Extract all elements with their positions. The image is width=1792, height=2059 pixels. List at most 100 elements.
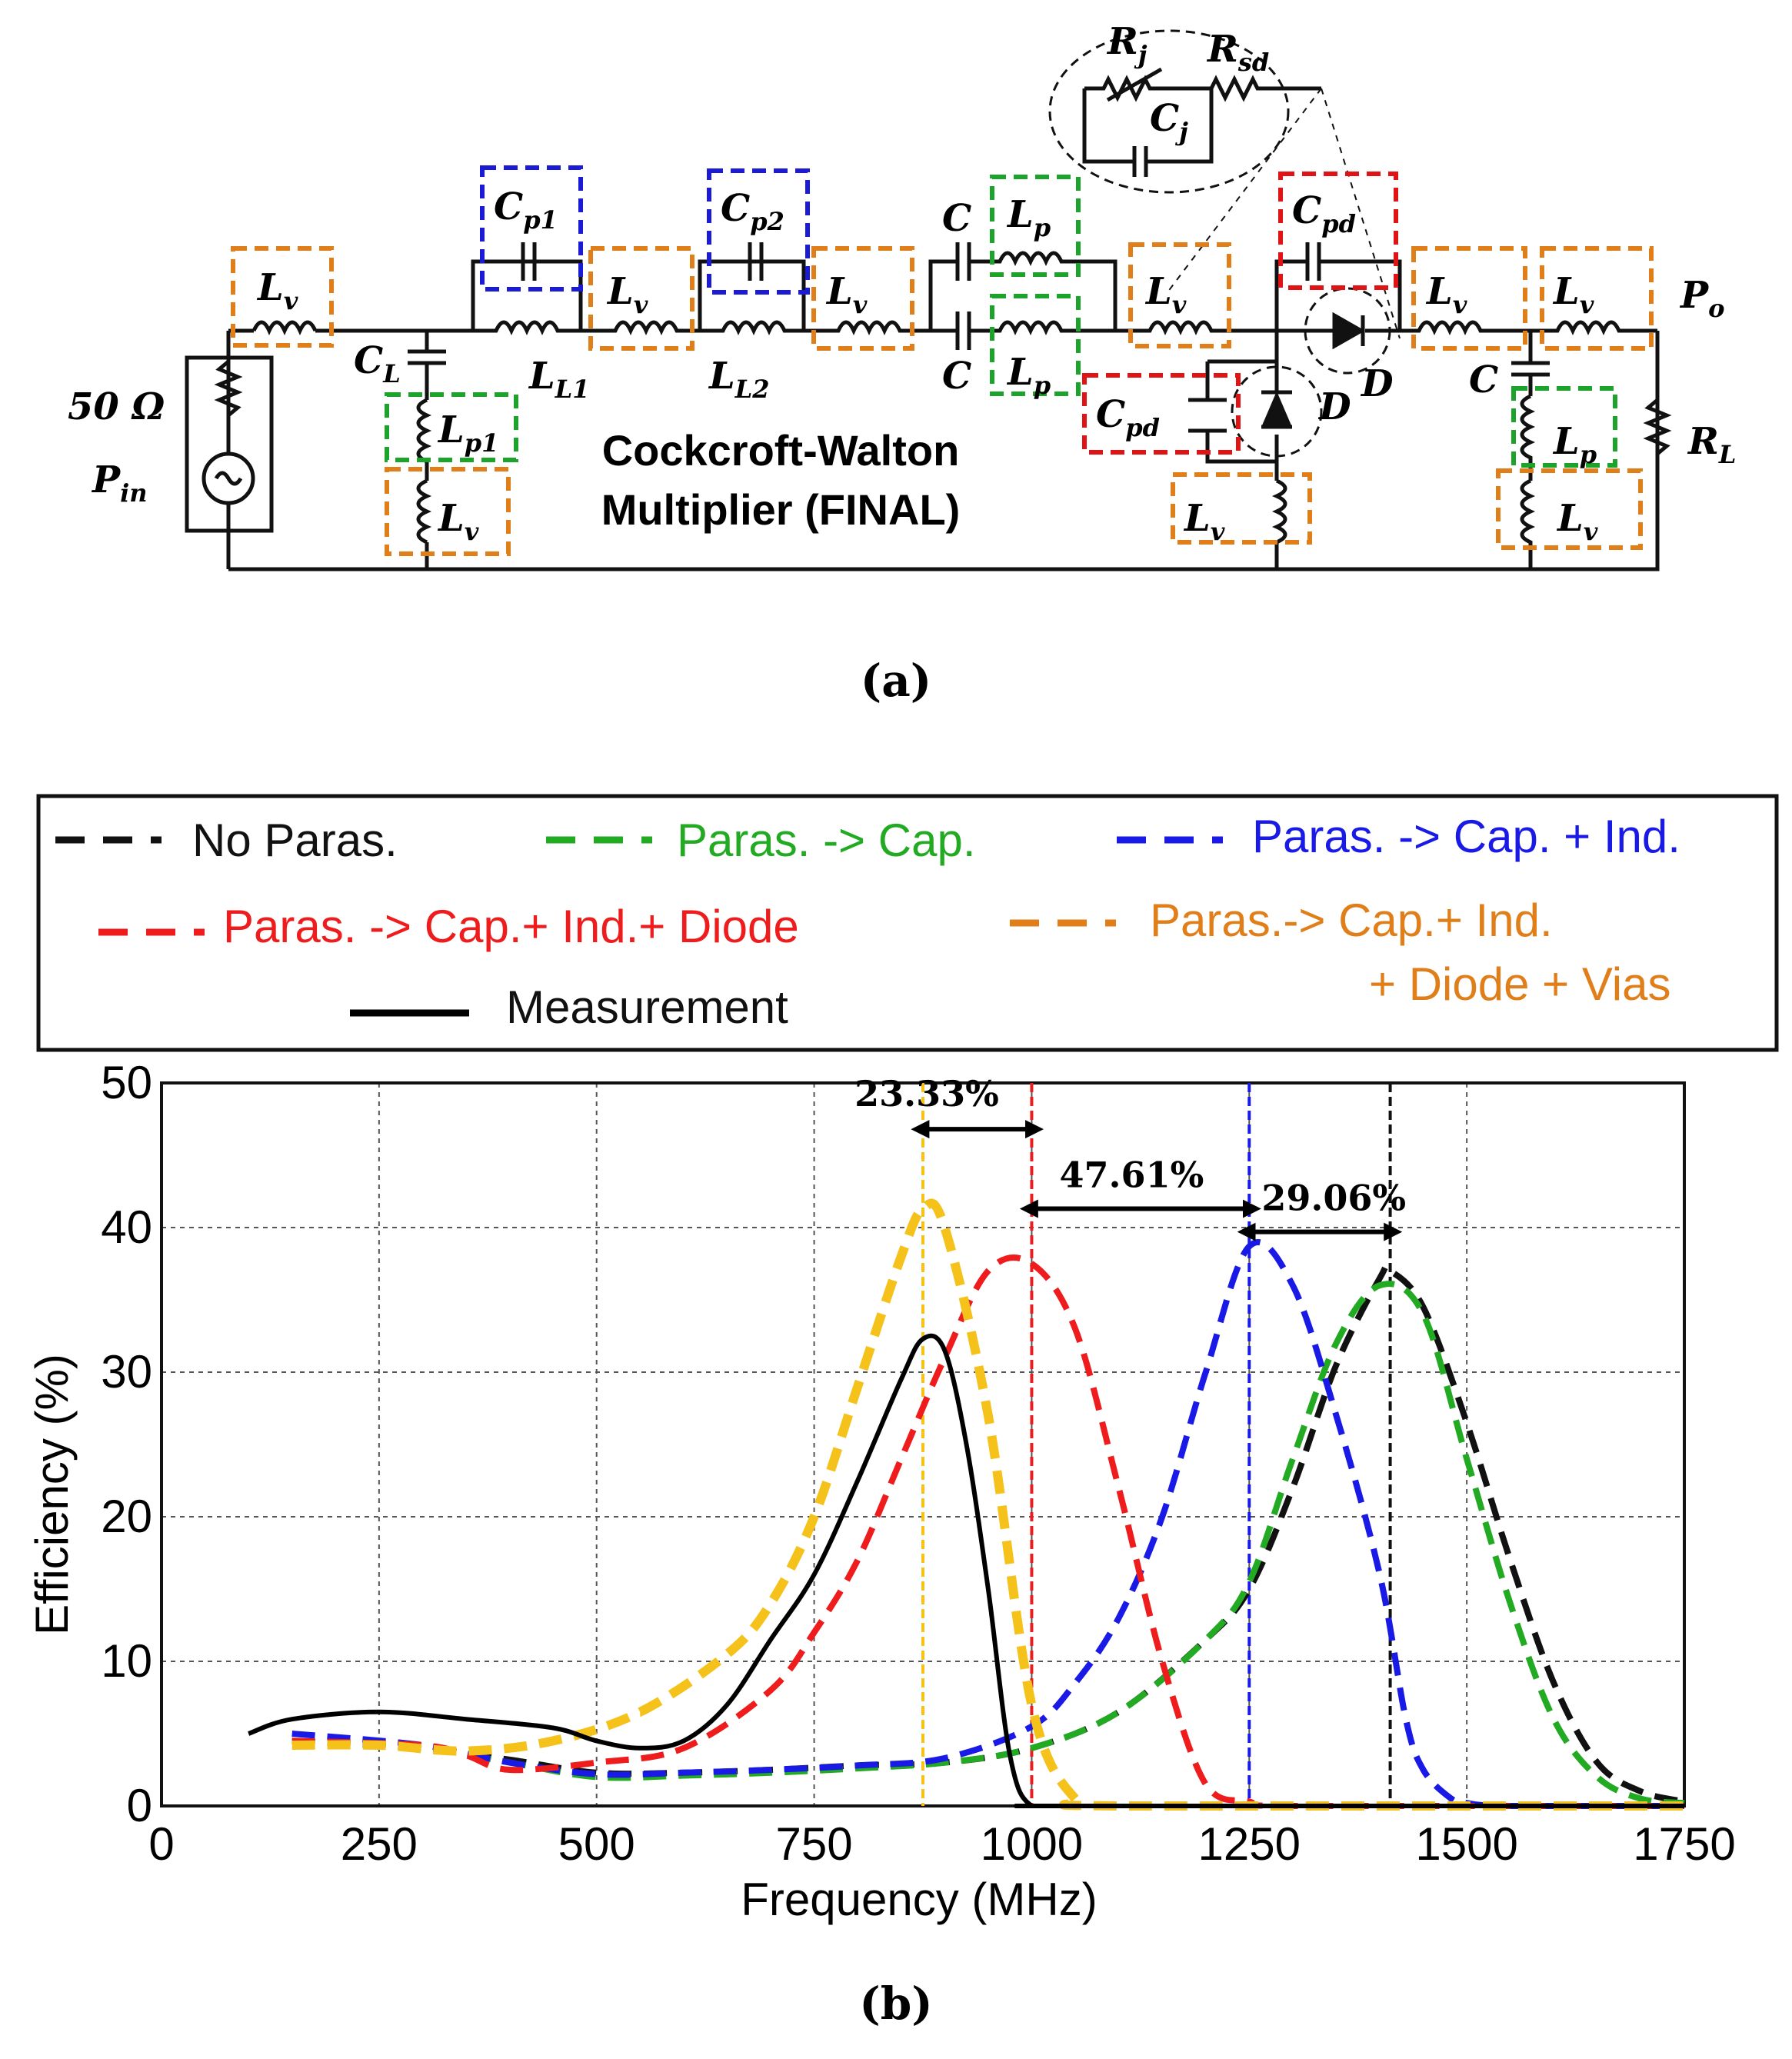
label-rl: RL [1687,420,1736,469]
label-lv-main: L [1556,497,1584,540]
diode-model-inset [1048,29,1290,194]
label-po-sub: o [1708,294,1724,323]
legend-label-cap-ind-diode: Paras. -> Cap.+ Ind.+ Diode [223,901,799,952]
legend-label-cap: Paras. -> Cap. [677,815,976,866]
label-cp2-sub: p2 [750,207,784,236]
x-tick-label: 500 [558,1818,635,1870]
label-c: C [1469,358,1498,401]
capacitor-c-out [1511,331,1550,396]
capacitor-cp1 [517,242,538,281]
shift-annotation: 29.06% [1261,1178,1406,1219]
inductor-lv-7 [1400,320,1538,336]
legend [55,836,1223,1017]
x-tick-label: 750 [776,1818,853,1870]
label-lv-main: L [1552,270,1580,313]
label-lp-sub: p [1034,213,1051,242]
label-rsd: Rsd [1206,28,1269,77]
label-cp1: Cp1 [494,185,558,235]
inductor-lp-top [969,251,1118,331]
box-lp-mid [990,294,1081,396]
circuit-diagram [185,29,1672,571]
series-line-4 [291,1198,1684,1811]
label-pin-sub: in [120,478,147,508]
label-rj: Rj [1106,20,1147,69]
label-cl: CL [354,339,401,388]
box-lv-6 [1171,472,1312,545]
label-lv-sub: v [1453,290,1467,319]
label-lv-sub: v [1580,290,1594,319]
label-lv-sub: v [284,286,298,315]
x-tick-label: 1500 [1415,1818,1517,1870]
x-tick-label: 0 [148,1818,174,1870]
diode-shunt-zoom [1231,365,1323,458]
box-cp2 [707,168,810,295]
source-resistor [214,360,243,417]
label-lv-main: L [1425,270,1453,313]
inductor-ll2 [700,320,804,336]
capacitor-cpd-shunt [1188,398,1227,433]
caption-b: (b) [859,1977,932,2030]
label-cj-main: C [1150,97,1179,140]
legend-label-vias-2: + Diode + Vias [1369,958,1671,1010]
label-d: D [1317,385,1351,428]
series-line-3 [291,1254,1684,1810]
box-lv-9 [1496,468,1643,550]
label-cj: Cj [1150,97,1188,146]
label-cpd-sub: pd [1321,209,1356,238]
label-lv-sub: v [1211,517,1225,546]
efficiency-chart: 0 250 500 750 1000 1250 1500 1750 0 10 20 30 40 50 23.… [101,1057,1735,1870]
label-ll2: LL2 [708,355,770,404]
label-ll2-sub: L2 [734,375,770,404]
label-pin: Pin [91,458,148,508]
shift-annotation: 47.61% [1060,1154,1204,1196]
diode-series [1332,312,1366,350]
label-lp-main: L [1552,420,1580,463]
box-lv-1 [231,246,334,348]
capacitor-cj [1132,146,1148,177]
inductor-lv-9 [1520,478,1536,569]
x-tick-label: 1000 [981,1818,1083,1870]
inductor-lv-4 [804,320,931,336]
label-lv: Lv [256,266,298,315]
label-ll1: LL1 [528,355,590,404]
series-line-2 [291,1239,1684,1809]
inductor-lv-3 [581,320,700,336]
label-cl-sub: L [382,359,401,388]
series-line-5 [248,1333,1684,1809]
legend-label-no-paras: No Paras. [192,815,398,866]
label-lp1: Lp1 [437,408,498,458]
y-axis-label: Efficiency (%) [26,1354,78,1635]
label-c: C [942,355,971,398]
label-source-resistance: 50 Ω [68,385,165,428]
label-po-main: P [1679,274,1710,317]
box-cpd-series [1278,172,1398,290]
box-lv-7 [1411,246,1527,351]
label-c: C [942,197,971,240]
label-rj-main: R [1106,20,1138,63]
label-lp-main: L [1006,193,1034,236]
label-lv: Lv [606,270,648,319]
label-lv-sub: v [634,290,648,319]
label-lp-sub: p [1034,371,1051,400]
box-cpd-shunt [1082,373,1241,455]
series-line-1 [291,1281,1685,1807]
label-rl-main: R [1687,420,1719,463]
label-cpd-sub: pd [1125,413,1160,442]
label-lp-sub: p [1580,440,1597,469]
label-ll2-main: L [708,355,735,398]
y-tick-label: 30 [101,1346,152,1398]
inductor-lv-1 [251,320,318,336]
x-tick-label: 1750 [1633,1818,1735,1870]
label-lp: Lp [1006,351,1051,400]
box-lv-8 [1540,246,1654,351]
inductor-lp-out [1520,394,1536,481]
label-rsd-sub: sd [1237,48,1269,77]
label-lv: Lv [1425,270,1467,319]
legend-box [36,794,1779,1052]
x-tick-label: 250 [341,1818,418,1870]
capacitor-cl [408,331,446,400]
y-tick-label: 20 [101,1491,152,1542]
label-cp2: Cp2 [721,187,784,236]
label-rl-sub: L [1718,440,1737,469]
